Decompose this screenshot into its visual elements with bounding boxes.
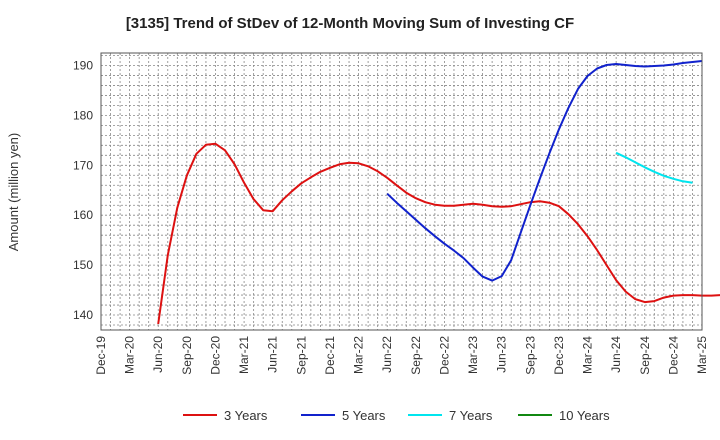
x-tick-label: Sep-21 (294, 336, 308, 375)
x-tick-label: Sep-20 (180, 336, 194, 375)
y-tick-label: 170 (73, 158, 93, 172)
legend-label: 5 Years (342, 408, 386, 423)
x-tick-labels: Dec-19 Mar-20 Jun-20 Sep-20 Dec-20 Mar-21 Jun-… (94, 336, 709, 375)
legend-label: 10 Years (559, 408, 610, 423)
series-line-1 (157, 142, 720, 325)
y-tick-label: 140 (73, 308, 93, 322)
x-tick-label: Mar-22 (352, 336, 366, 374)
x-tick-label: Mar-25 (695, 336, 709, 374)
x-tick-label: Sep-22 (409, 336, 423, 375)
x-tick-label: Jun-21 (266, 336, 280, 373)
legend-label: 3 Years (224, 408, 268, 423)
x-tick-label: Jun-23 (495, 336, 509, 373)
x-tick-label: Dec-22 (437, 336, 451, 375)
y-tick-label: 180 (73, 108, 93, 122)
legend: 3 Years 5 Years 7 Years 10 Years (183, 408, 610, 423)
y-axis-label: Amount (million yen) (6, 133, 21, 252)
x-tick-label: Dec-20 (208, 336, 222, 375)
y-tick-label: 190 (73, 58, 93, 72)
x-tick-label: Jun-22 (380, 336, 394, 373)
grid (101, 53, 702, 330)
chart-title: [3135] Trend of StDev of 12-Month Moving… (126, 15, 574, 32)
series-line-3 (615, 151, 693, 184)
x-tick-label: Mar-23 (466, 336, 480, 374)
series-line-2 (386, 60, 703, 282)
y-tick-label: 150 (73, 258, 93, 272)
x-tick-label: Mar-21 (237, 336, 251, 374)
y-tick-label: 160 (73, 208, 93, 222)
x-tick-label: Sep-23 (523, 336, 537, 375)
y-tick-labels: 140 150 160 170 180 190 (73, 58, 93, 322)
x-tick-label: Sep-24 (638, 336, 652, 375)
x-tick-label: Jun-20 (151, 336, 165, 373)
x-tick-label: Jun-24 (609, 336, 623, 373)
plot-frame (100, 52, 703, 331)
x-tick-label: Dec-19 (94, 336, 108, 375)
x-tick-label: Mar-24 (581, 336, 595, 374)
series-lines (157, 60, 720, 325)
x-tick-label: Dec-24 (666, 336, 680, 375)
x-tick-label: Dec-23 (552, 336, 566, 375)
x-tick-label: Dec-21 (323, 336, 337, 375)
x-tick-label: Mar-20 (123, 336, 137, 374)
legend-label: 7 Years (449, 408, 493, 423)
